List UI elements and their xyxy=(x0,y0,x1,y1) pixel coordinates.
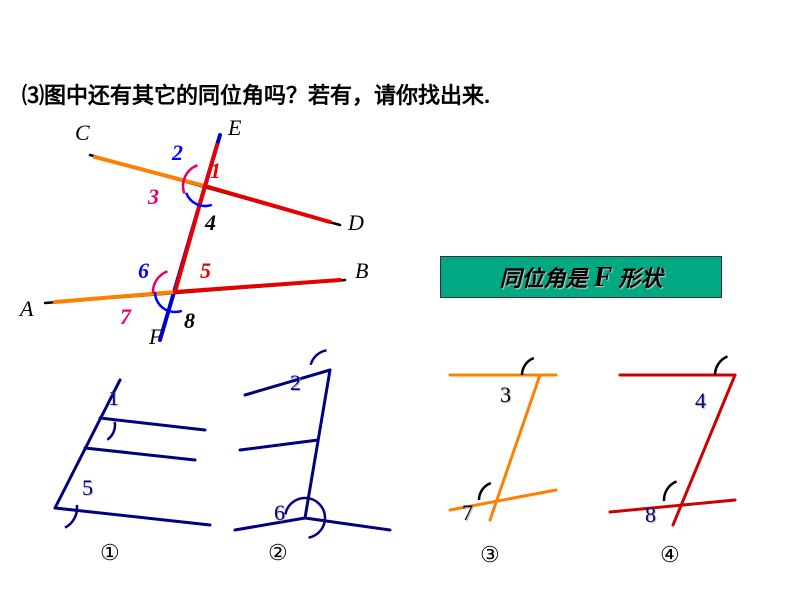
fig3-circled: ③ xyxy=(480,542,500,568)
callout-suffix: 形状 xyxy=(612,266,662,291)
point-F: F xyxy=(149,324,162,350)
callout-prefix: 同位角是 xyxy=(500,266,594,291)
angle-5: 5 xyxy=(200,258,211,284)
angle-7: 7 xyxy=(120,304,131,330)
angle-3: 3 xyxy=(148,184,159,210)
fig1-angle-5: 5 xyxy=(82,475,93,501)
fig4-circled: ④ xyxy=(660,542,680,568)
callout-box: 同位角是 F 形状 xyxy=(440,256,722,298)
angle-8: 8 xyxy=(184,308,195,334)
fig4-angle-4: 4 xyxy=(695,388,706,414)
fig1-circled: ① xyxy=(100,540,120,566)
point-D: D xyxy=(348,210,364,236)
point-B: B xyxy=(355,258,368,284)
angle-1: 1 xyxy=(210,158,221,184)
fig2-circled: ② xyxy=(268,540,288,566)
fig2-angle-6: 6 xyxy=(274,500,285,526)
angle-2: 2 xyxy=(172,140,183,166)
point-E: E xyxy=(228,115,241,141)
angle-4: 4 xyxy=(205,210,216,236)
fig3-angle-7: 7 xyxy=(462,500,473,526)
callout-text: 同位角是 F 形状 xyxy=(500,261,663,294)
fig3-angle-3: 3 xyxy=(500,382,511,408)
fig4-angle-8: 8 xyxy=(645,502,656,528)
fig2-angle-2: 2 xyxy=(290,370,301,396)
fig1-angle-1: 1 xyxy=(108,385,119,411)
point-C: C xyxy=(75,120,90,146)
point-A: A xyxy=(20,296,33,322)
callout-letter: F xyxy=(594,262,613,293)
angle-6: 6 xyxy=(138,258,149,284)
diagram-canvas xyxy=(0,0,794,596)
